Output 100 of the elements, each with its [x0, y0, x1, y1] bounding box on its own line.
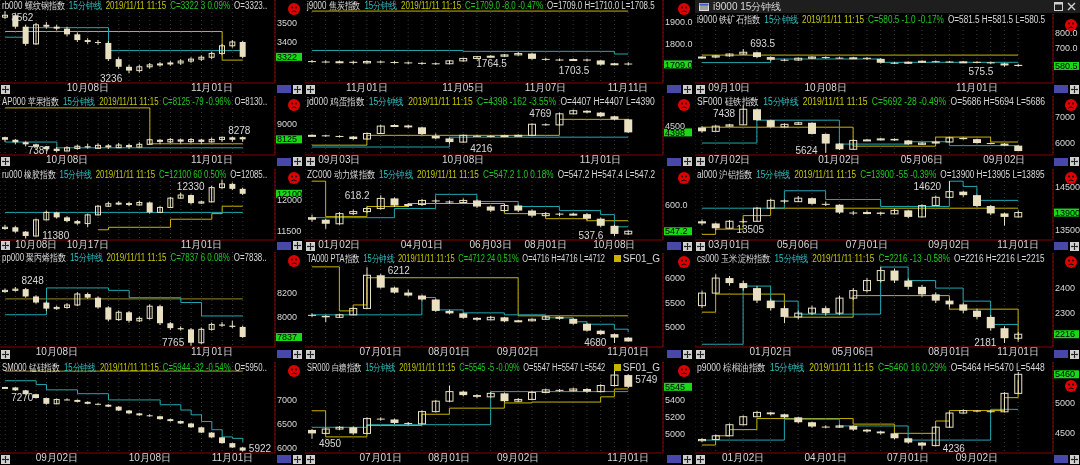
annotation: 2019/11/11 11:15 — [416, 169, 479, 180]
y-tick-label: 5000 — [665, 322, 686, 333]
y-tick-label: 5200 — [665, 412, 686, 423]
annotation: 2019/11/11 11:15 — [399, 362, 456, 373]
y-tick-label: 2400 — [1055, 283, 1076, 294]
annotation: 2019/11/11 11:15 — [794, 169, 857, 180]
annotation: C=13900 -55 -0.39% — [860, 169, 937, 180]
annotation: O=2216 H=2216 L=2215 — [954, 253, 1045, 264]
x-tick-label: 05月06日 — [832, 346, 875, 358]
annotation: 4216 — [470, 143, 493, 155]
candlestick — [22, 24, 29, 47]
candlestick — [918, 203, 926, 218]
y-tick-label: 5400 — [665, 394, 686, 405]
annotation: 2019/11/11 11:15 — [812, 253, 875, 264]
candlestick — [863, 209, 871, 215]
candlestick — [753, 206, 761, 223]
annotation: C=5545 -5 -0.09% — [459, 362, 520, 373]
chart-title: p9000 棕榈油指数 — [697, 362, 766, 373]
candlestick — [753, 410, 761, 418]
y-tick-label: 1709.0 — [665, 59, 693, 70]
candlestick — [363, 132, 371, 141]
candlestick — [219, 321, 225, 328]
candlestick — [849, 138, 858, 151]
annotation: 2019/11/11 11:15 — [802, 14, 864, 25]
x-tick-label: 01月02日 — [318, 239, 361, 251]
chart-title: i9000 铁矿石指数 — [697, 14, 761, 25]
annotation: 7438 — [712, 107, 736, 119]
candlestick — [33, 22, 39, 46]
candlestick — [698, 219, 706, 226]
candlestick — [95, 402, 101, 406]
x-tick-label: 06月03日 — [469, 239, 512, 251]
candlestick — [157, 304, 163, 326]
candlestick — [308, 59, 316, 64]
chart-subtitle: 15分钟线 — [764, 14, 798, 25]
candlestick — [105, 40, 112, 62]
x-tick-label: 10月08日 — [442, 154, 485, 166]
y-tick-label: 7000 — [1055, 112, 1076, 123]
candlestick — [308, 133, 316, 138]
candlestick — [308, 214, 316, 223]
y-tick-label: 6000 — [665, 272, 686, 283]
x-tick-label: 11月01日 — [607, 452, 649, 464]
y-tick-label: 800.0 — [1055, 28, 1078, 39]
candlestick — [146, 303, 153, 321]
candlestick — [541, 122, 550, 127]
candlestick — [126, 201, 132, 207]
y-tick-label: 9000 — [277, 119, 298, 130]
annotation: 13505 — [736, 224, 765, 236]
x-tick-label: 08月01日 — [524, 239, 567, 251]
y-tick-label: 6000 — [1055, 138, 1076, 149]
y-tick-label: 600.0 — [665, 199, 688, 210]
annotation: C=4398 -162 -3.55% — [477, 96, 557, 107]
annotation: O=1709.0 H=1710.0 L=1708.5 — [547, 0, 655, 11]
annotation: C=4712 24 0.51% — [458, 253, 519, 264]
candlestick — [64, 398, 70, 401]
y-tick-label: 6500 — [277, 419, 298, 430]
annotation: 693.5 — [750, 37, 776, 49]
annotation: O=8130.. — [234, 96, 268, 107]
chart-subtitle: 15分钟线 — [365, 362, 396, 373]
x-tick-label: 09月03日 — [318, 154, 361, 166]
candlestick — [33, 218, 39, 238]
annotation: 4950 — [318, 438, 342, 450]
x-tick-label: 11月01日 — [607, 346, 649, 358]
y-tick-label: 1900.0 — [665, 17, 693, 28]
x-tick-label: 09月02日 — [955, 452, 998, 464]
y-tick-label: 3500 — [277, 18, 298, 29]
x-tick-label: 11月01日 — [191, 346, 233, 358]
chart-title: al000 沪铝指数 — [697, 169, 753, 180]
x-tick-label: 11月05日 — [442, 82, 484, 94]
annotation: 2019/11/11 11:15 — [95, 169, 156, 180]
annotation: C=580.5 -1.0 -0.17% — [868, 14, 944, 25]
candlestick — [418, 409, 426, 426]
candlestick — [363, 416, 371, 435]
annotation: C=3322 3 0.09% — [170, 0, 231, 11]
annotation: 2019/11/11 11:15 — [99, 362, 159, 373]
annotation: 2019/11/11 11:15 — [105, 0, 167, 11]
candlestick — [624, 61, 633, 67]
x-tick-label: 09月10日 — [708, 82, 751, 94]
y-tick-label: 8000 — [277, 312, 298, 323]
chart-subtitle: 15分钟线 — [363, 253, 395, 264]
annotation: 537.6 — [578, 229, 604, 241]
candlestick — [115, 309, 122, 322]
x-tick-label: 10月08日 — [804, 82, 847, 94]
x-tick-label: 01月02日 — [818, 154, 861, 166]
annotation: O=5950.. — [234, 362, 267, 373]
chart-title: SF000 硅铁指数 — [697, 96, 759, 107]
annotation: O=3323.. — [234, 0, 268, 11]
candlestick — [418, 198, 426, 207]
annotation: 575.5 — [968, 66, 994, 78]
chart-title: cs000 玉米淀粉指数 — [697, 253, 771, 264]
x-tick-label: 11月01日 — [579, 154, 622, 166]
annotation: O=581.5 H=581.5 L=580.5 — [947, 14, 1046, 25]
y-tick-label: 2300 — [1055, 308, 1076, 319]
annotation: O=4407 H=4407 L=4390 — [560, 96, 655, 107]
x-tick-label: 10月08日 — [15, 239, 58, 251]
x-tick-label: 01月02日 — [722, 452, 765, 464]
candlestick — [973, 409, 981, 413]
annotation: C=8125 -79 -0.96% — [162, 96, 231, 107]
candlestick — [473, 134, 481, 138]
chart-subtitle: 15分钟线 — [63, 96, 96, 107]
annotation: 12330 — [176, 180, 206, 192]
